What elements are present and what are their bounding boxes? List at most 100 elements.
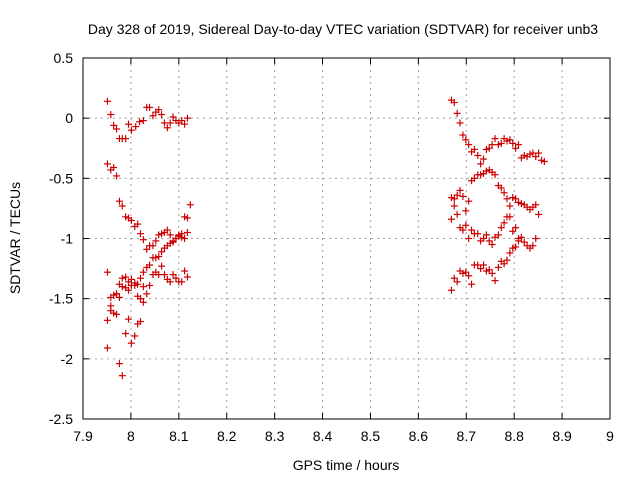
data-point bbox=[506, 136, 514, 144]
data-point bbox=[134, 220, 142, 228]
data-point bbox=[532, 201, 540, 209]
data-point bbox=[158, 262, 166, 270]
x-tick-label: 9 bbox=[606, 428, 614, 444]
data-point bbox=[186, 201, 194, 209]
data-point bbox=[453, 191, 461, 199]
data-point bbox=[131, 281, 139, 289]
data-point bbox=[512, 243, 520, 251]
x-tick-label: 8.2 bbox=[217, 428, 237, 444]
data-point bbox=[514, 237, 522, 245]
x-tick-label: 8.9 bbox=[552, 428, 572, 444]
data-point bbox=[535, 210, 543, 218]
data-point bbox=[115, 293, 123, 301]
data-point bbox=[488, 269, 496, 277]
data-point bbox=[118, 283, 126, 291]
data-point bbox=[178, 278, 186, 286]
data-point bbox=[506, 213, 514, 221]
data-point bbox=[485, 237, 493, 245]
data-point bbox=[500, 189, 508, 197]
data-point bbox=[491, 277, 499, 285]
data-point bbox=[115, 360, 123, 368]
data-point bbox=[118, 372, 126, 380]
data-point bbox=[480, 155, 488, 163]
data-point bbox=[158, 111, 166, 119]
data-point bbox=[450, 274, 458, 282]
chart-title: Day 328 of 2019, Sidereal Day-to-day VTE… bbox=[88, 21, 598, 37]
data-point bbox=[152, 237, 160, 245]
data-point bbox=[459, 226, 467, 234]
data-point bbox=[465, 235, 473, 242]
y-tick-label: -0.5 bbox=[49, 170, 73, 186]
y-tick-label: -2.5 bbox=[49, 411, 73, 427]
data-point bbox=[155, 106, 163, 114]
data-point bbox=[183, 273, 191, 281]
data-point bbox=[122, 135, 130, 143]
data-point bbox=[447, 215, 455, 223]
data-point bbox=[494, 231, 502, 239]
data-point bbox=[127, 339, 135, 347]
data-point bbox=[127, 275, 135, 283]
data-point bbox=[139, 298, 147, 306]
data-point bbox=[110, 164, 118, 172]
data-point bbox=[470, 174, 478, 182]
data-point bbox=[125, 120, 133, 128]
data-point bbox=[155, 253, 163, 261]
data-point bbox=[103, 268, 111, 276]
data-point bbox=[462, 207, 470, 215]
y-tick-label: -1.5 bbox=[49, 291, 73, 307]
data-point bbox=[146, 261, 154, 269]
data-point bbox=[465, 197, 473, 205]
data-point bbox=[532, 153, 540, 161]
data-point bbox=[103, 97, 111, 105]
data-point bbox=[178, 117, 186, 125]
data-point bbox=[122, 330, 130, 338]
y-tick-label: 0.5 bbox=[54, 50, 74, 66]
data-point bbox=[462, 136, 470, 144]
plot-frame bbox=[82, 57, 611, 420]
data-point bbox=[166, 119, 174, 127]
data-point bbox=[468, 226, 476, 234]
data-point bbox=[183, 214, 191, 222]
data-point bbox=[540, 157, 548, 165]
x-tick-label: 8.1 bbox=[169, 428, 189, 444]
data-point bbox=[450, 99, 458, 107]
data-point bbox=[462, 268, 470, 276]
data-point bbox=[163, 226, 171, 234]
data-point bbox=[143, 245, 151, 253]
data-point bbox=[497, 184, 505, 192]
data-point bbox=[468, 280, 476, 288]
data-point bbox=[113, 310, 121, 318]
data-point bbox=[512, 144, 520, 152]
data-point bbox=[125, 315, 133, 323]
data-point bbox=[447, 286, 455, 294]
data-point bbox=[136, 318, 144, 326]
data-point bbox=[480, 261, 488, 269]
x-tick-label: 8.7 bbox=[457, 428, 477, 444]
x-tick-label: 8.6 bbox=[409, 428, 429, 444]
data-point bbox=[512, 224, 520, 232]
y-tick-label: -1 bbox=[61, 231, 74, 247]
grid bbox=[83, 58, 610, 419]
data-point bbox=[485, 144, 493, 152]
data-point bbox=[149, 242, 157, 250]
data-point bbox=[532, 235, 540, 242]
data-point bbox=[514, 141, 522, 149]
data-point bbox=[500, 260, 508, 268]
data-point bbox=[113, 172, 121, 180]
data-point bbox=[125, 286, 133, 294]
data-point bbox=[103, 316, 111, 324]
data-point bbox=[113, 125, 121, 133]
data-point bbox=[139, 117, 147, 125]
data-point bbox=[453, 210, 461, 218]
data-point bbox=[482, 231, 490, 239]
data-point bbox=[181, 267, 189, 275]
y-tick-label: -2 bbox=[61, 351, 74, 367]
data-point bbox=[520, 238, 528, 246]
tick-labels: 7.9 8 8.1 8.2 8.3 8.4 8.5 8.6 8.7 8.8 8.9 9 0.5 0 -0.5… bbox=[49, 50, 614, 444]
data-point bbox=[183, 114, 191, 122]
data-point bbox=[453, 109, 461, 117]
data-point bbox=[465, 141, 473, 149]
data-point bbox=[480, 235, 488, 242]
y-tick-label: 0 bbox=[65, 110, 73, 126]
